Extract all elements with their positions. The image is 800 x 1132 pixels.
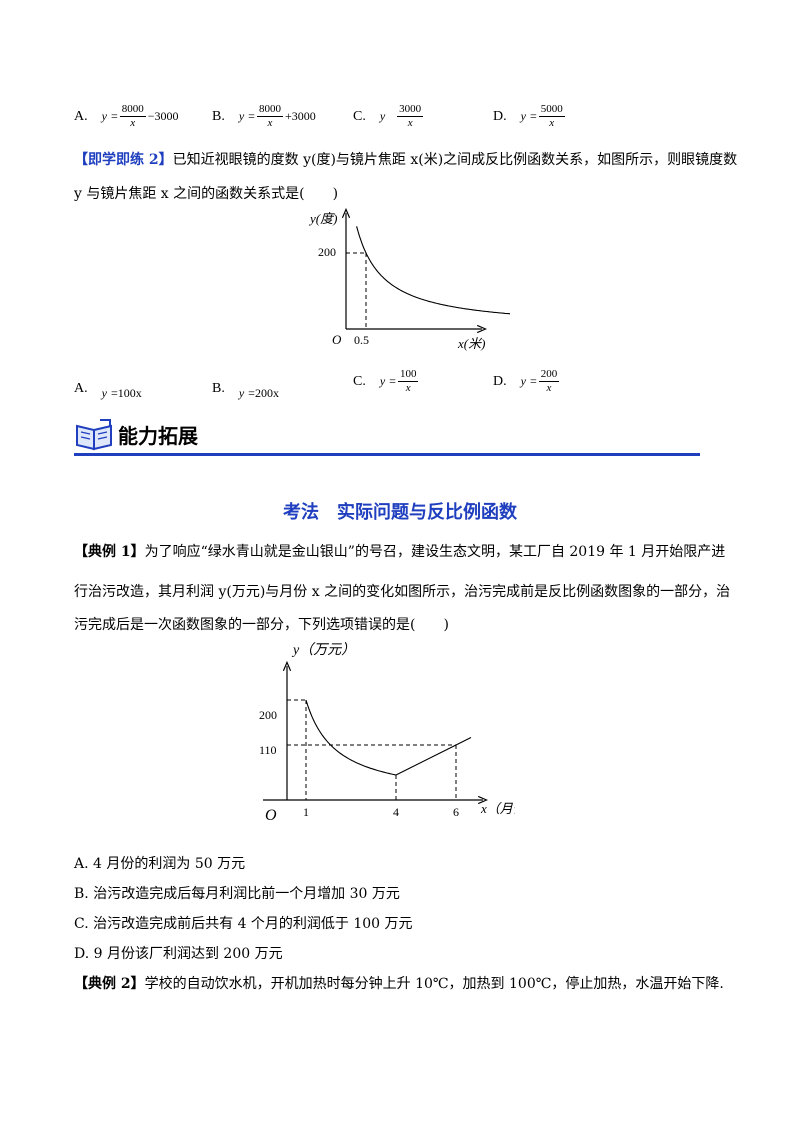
option-a[interactable]: A. y = 8000 x −3000 <box>74 103 179 129</box>
origin-label: O <box>265 807 277 824</box>
example1-option-d[interactable]: D. 9 月份该厂利润达到 200 万元 <box>74 946 283 962</box>
fraction: 8000 x <box>256 103 283 129</box>
x-tick-4: 4 <box>393 805 399 819</box>
option-b[interactable]: B. y = 8000 x +3000 <box>212 103 316 129</box>
example1-line3: 污完成后是一次函数图象的一部分，下列选项错误的是( ) <box>74 617 449 633</box>
x-tick-1: 1 <box>303 805 309 819</box>
practice2-option-a[interactable]: A. y = 100x <box>74 380 142 401</box>
profit-graph: y（万元） 200 110 O 1 4 6 x（月份） <box>259 642 515 824</box>
option-d[interactable]: D. y = 5000 x <box>493 103 565 129</box>
curve-inverse <box>356 226 510 315</box>
curve-inverse <box>305 699 397 776</box>
lens-graph: y(度) 200 O 0.5 x(米) <box>308 205 510 351</box>
section-divider <box>74 453 700 456</box>
practice2-option-c[interactable]: C. y = 100 x <box>353 368 419 394</box>
line-linear <box>395 737 472 776</box>
method-title: 考法 实际问题与反比例函数 <box>283 502 517 523</box>
example1-line1: 【典例 1】为了响应“绿水青山就是金山银山”的号召，建设生态文明，某工厂自 20… <box>74 544 726 560</box>
x-tick-0.5: 0.5 <box>354 333 369 347</box>
fraction: 5000 x <box>538 103 565 129</box>
x-axis-label: x（月份） <box>480 801 515 816</box>
practice2-option-b[interactable]: B. y = 200x <box>212 380 279 401</box>
option-c[interactable]: C. y 3000 x <box>353 103 424 129</box>
x-axis-label: x(米) <box>457 336 485 351</box>
example1-text: 【典例 1】为了响应“绿水青山就是金山银山”的号召，建设生态文明，某工厂自 20… <box>74 537 734 641</box>
example2-text: 【典例 2】学校的自动饮水机，开机加热时每分钟上升 10℃，加热到 100℃，停… <box>74 976 724 992</box>
practice2-line1: 【即学即练 2】已知近视眼镜的度数 y(度)与镜片焦距 x(米)之间成反比例函数… <box>74 152 738 168</box>
section-title: 能力拓展 <box>118 424 198 448</box>
fraction: 3000 x <box>397 103 424 129</box>
origin-label: O <box>332 332 342 347</box>
practice2-option-d[interactable]: D. y = 200 x <box>493 368 560 394</box>
y-tick-110: 110 <box>259 743 277 757</box>
y-axis-label: y(度) <box>308 211 337 226</box>
y-axis-label: y（万元） <box>291 642 355 658</box>
practice2-line2: y 与镜片焦距 x 之间的函数关系式是( ) <box>74 186 339 202</box>
example1-option-b[interactable]: B. 治污改造完成后每月利润比前一个月增加 30 万元 <box>74 886 400 902</box>
book-icon <box>76 419 112 451</box>
fraction: 8000 x <box>119 103 146 129</box>
section-header: 能力拓展 <box>74 418 700 458</box>
y-tick-200: 200 <box>318 245 336 259</box>
fraction: 100 x <box>397 368 419 394</box>
example1-option-c[interactable]: C. 治污改造完成前后共有 4 个月的利润低于 100 万元 <box>74 916 413 932</box>
guide-lines <box>287 699 457 800</box>
x-tick-6: 6 <box>453 805 459 819</box>
y-tick-200: 200 <box>259 708 277 722</box>
fraction: 200 x <box>538 368 560 394</box>
example1-line2: 行治污改造，其月利润 y(万元)与月份 x 之间的变化如图所示，治污完成前是反比… <box>74 584 731 600</box>
example1-option-a[interactable]: A. 4 月份的利润为 50 万元 <box>74 856 246 872</box>
